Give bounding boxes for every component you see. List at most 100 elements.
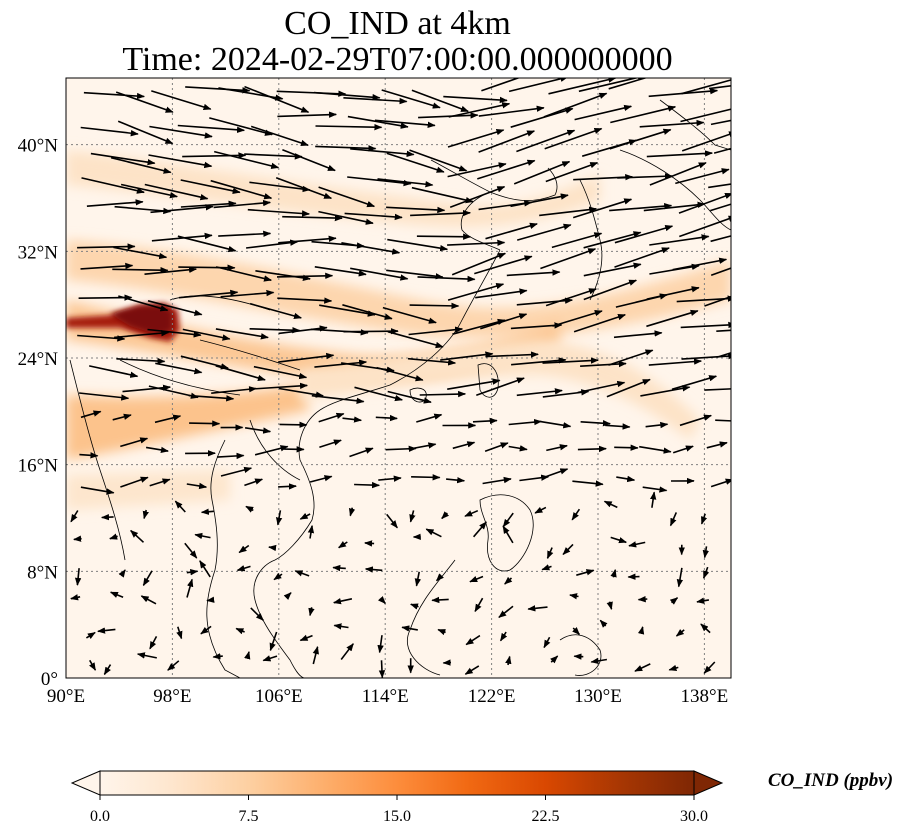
colorbar-bar (99, 770, 695, 796)
wind-arrow (319, 439, 342, 449)
wind-arrow (552, 310, 603, 327)
wind-arrow (681, 352, 731, 360)
wind-arrow (573, 314, 626, 333)
wind-arrow (669, 597, 679, 605)
wind-arrow (220, 289, 275, 298)
wind-arrow (377, 178, 434, 188)
y-tick-label: 16°N (18, 456, 59, 477)
wind-arrow (378, 475, 402, 482)
wind-arrow (543, 92, 608, 118)
y-tick-label: 0° (41, 669, 58, 690)
wind-arrow (534, 506, 547, 514)
wind-arrow (167, 660, 180, 671)
wind-arrow (244, 478, 264, 487)
wind-arrow (308, 607, 315, 617)
wind-arrow (277, 297, 333, 304)
y-tick-label: 24°N (18, 349, 59, 370)
wind-arrow (505, 655, 512, 666)
wind-arrow (474, 597, 484, 613)
colorbar-tick-label: 30.0 (680, 808, 708, 825)
wind-arrow (311, 394, 365, 404)
wind-arrow (73, 535, 82, 542)
wind-arrow (576, 569, 595, 576)
wind-arrow (583, 262, 642, 277)
wind-arrow (642, 486, 668, 493)
wind-arrow (278, 387, 324, 398)
wind-arrow (211, 386, 257, 394)
wind-arrow (387, 238, 449, 252)
wind-arrow (540, 248, 597, 270)
wind-arrow (409, 149, 468, 172)
wind-arrow (704, 295, 731, 307)
wind-arrow (572, 480, 604, 487)
wind-arrow (299, 634, 313, 642)
wind-arrow (679, 215, 731, 238)
wind-arrow (580, 420, 611, 427)
wind-arrow (314, 359, 368, 368)
wind-arrow (378, 595, 386, 604)
wind-arrow (136, 652, 157, 659)
wind-arrow (80, 410, 102, 419)
wind-arrow (319, 304, 376, 317)
wind-arrow (340, 643, 354, 660)
wind-arrow (350, 148, 415, 158)
x-tick-label: 106°E (255, 686, 303, 707)
wind-arrow (715, 419, 731, 422)
wind-arrow (447, 378, 501, 390)
wind-arrow (480, 313, 528, 330)
wind-arrow (103, 664, 112, 676)
wind-arrow (184, 542, 198, 559)
wind-arrow (83, 91, 145, 100)
wind-arrow (176, 626, 183, 640)
wind-arrow (180, 200, 237, 208)
wind-arrow (275, 510, 283, 526)
wind-arrow (634, 663, 651, 672)
wind-arrow (484, 442, 509, 452)
wind-arrow (646, 150, 713, 158)
wind-arrow (313, 91, 381, 101)
wind-arrow (253, 365, 308, 380)
wind-arrow (178, 264, 236, 271)
wind-arrow (609, 202, 673, 212)
wind-arrow (472, 521, 487, 538)
wind-arrow (348, 507, 356, 517)
wind-arrow (710, 203, 731, 212)
wind-arrow (210, 179, 273, 200)
wind-arrow (347, 176, 412, 187)
colorbar-tick-label: 0.0 (90, 808, 110, 825)
wind-arrow (572, 198, 633, 219)
wind-arrow (702, 566, 710, 579)
wind-arrow (386, 269, 444, 280)
wind-arrow (572, 627, 580, 635)
wind-arrow (89, 659, 97, 671)
wind-arrow (109, 533, 118, 540)
wind-arrow (710, 267, 731, 276)
wind-arrow (333, 623, 349, 630)
wind-arrow (710, 119, 731, 126)
wind-arrow (312, 646, 319, 665)
wind-arrow (464, 665, 480, 675)
wind-arrow (387, 330, 444, 349)
wind-arrow (577, 380, 626, 394)
wind-arrow (540, 420, 572, 429)
wind-arrow (236, 565, 251, 572)
wind-arrow (478, 105, 545, 117)
y-tick-label: 32°N (18, 242, 59, 263)
wind-arrow (608, 349, 654, 366)
wind-arrow (485, 351, 539, 358)
map-title-line-1: CO_IND at 4km (284, 5, 511, 42)
wind-arrow (114, 329, 170, 339)
wind-arrow (215, 328, 269, 340)
wind-arrow (120, 183, 178, 199)
wind-arrow (551, 232, 603, 249)
wind-arrow (350, 267, 409, 281)
wind-arrow (482, 476, 512, 485)
wind-arrow (255, 270, 311, 282)
wind-arrow (74, 568, 82, 586)
x-tick-label: 130°E (574, 686, 622, 707)
wind-arrow (268, 544, 277, 552)
wind-vectors (70, 78, 731, 678)
wind-arrow (417, 275, 476, 283)
wind-arrow (250, 607, 264, 621)
